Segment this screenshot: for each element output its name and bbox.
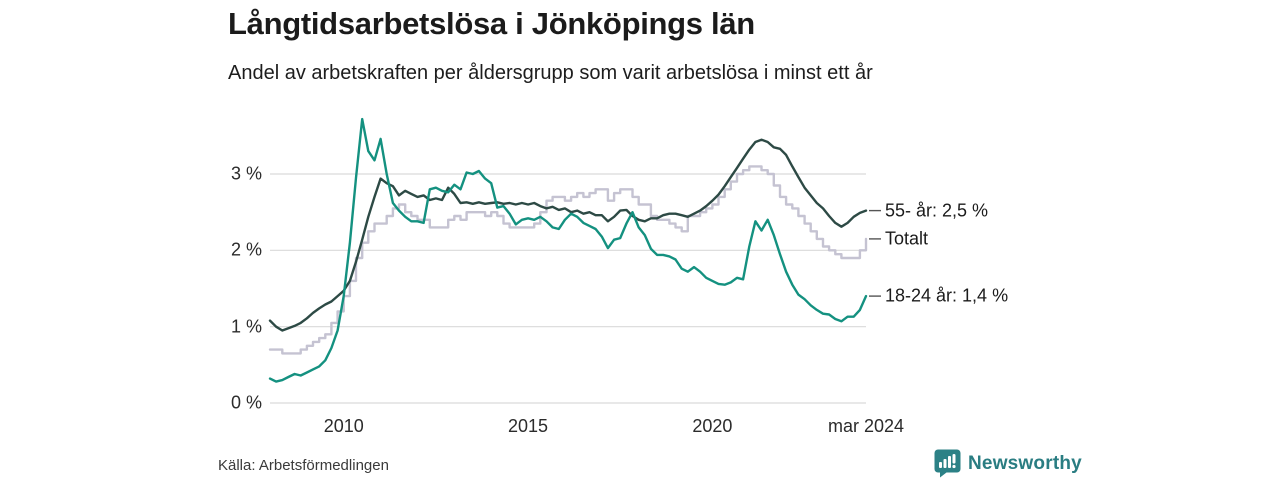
- series-end-label: 18-24 år: 1,4 %: [885, 285, 1009, 306]
- x-tick-label: mar 2024: [827, 416, 905, 436]
- newsworthy-logo[interactable]: Newsworthy: [934, 449, 1082, 478]
- y-tick-label: 3 %: [230, 163, 262, 184]
- y-tick-label: 0 %: [230, 392, 262, 413]
- y-tick-label: 2 %: [230, 239, 262, 260]
- source-note: Källa: Arbetsförmedlingen: [218, 457, 389, 474]
- line-55-ar: [268, 138, 868, 332]
- x-tick-label: 2015: [508, 416, 549, 436]
- y-tick-label: 1 %: [230, 316, 262, 337]
- series-end-label: 55- år: 2,5 %: [885, 200, 989, 221]
- series-lines: [268, 117, 868, 383]
- chart-subtitle: Andel av arbetskraften per åldersgrupp s…: [228, 62, 873, 84]
- gridlines: [270, 173, 866, 404]
- x-tick-label: 2010: [323, 416, 364, 436]
- x-tick-label: 2020: [692, 416, 733, 436]
- newsworthy-wordmark: Newsworthy: [968, 452, 1082, 474]
- label-leader-ticks: [869, 209, 881, 297]
- page-title: Långtidsarbetslösa i Jönköpings län: [228, 6, 755, 41]
- newsworthy-bubble-icon: [934, 449, 961, 478]
- series-end-label: Totalt: [885, 228, 929, 249]
- line-18-24-ar: [268, 117, 868, 383]
- line-totalt: [268, 165, 868, 355]
